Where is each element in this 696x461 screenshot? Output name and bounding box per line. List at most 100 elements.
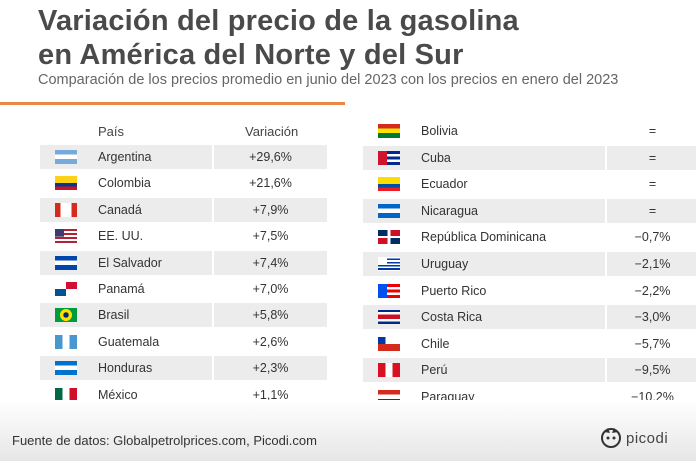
table-row: Perú −9,5% xyxy=(363,358,696,383)
table-row: Argentina +29,6% xyxy=(40,145,327,169)
flag-cell xyxy=(363,332,415,356)
brazil-flag-icon xyxy=(55,308,77,323)
country-name: Uruguay xyxy=(415,252,605,276)
variation-value: −9,5% xyxy=(605,358,696,383)
country-name: Brasil xyxy=(92,303,212,328)
table-row: Cuba = xyxy=(363,145,696,170)
bolivia-flag-icon xyxy=(378,124,400,138)
column-header-country: País xyxy=(98,124,125,139)
country-name: Canadá xyxy=(92,197,212,222)
variation-value: +21,6% xyxy=(212,171,327,196)
flag-cell xyxy=(363,198,415,223)
picodi-mascot-icon xyxy=(601,428,621,448)
flag-cell xyxy=(363,358,415,383)
country-name: EE. UU. xyxy=(98,229,144,244)
costa-rica-flag-icon xyxy=(378,310,400,325)
footer xyxy=(0,400,696,461)
honduras-flag-icon xyxy=(55,361,77,376)
variation-value: +7,9% xyxy=(212,197,327,222)
flag-cell xyxy=(40,303,92,328)
ecuador-flag-icon xyxy=(378,177,400,192)
flag-cell xyxy=(40,356,92,381)
country-name: Colombia xyxy=(98,176,151,191)
column-header-variation: Variación xyxy=(245,124,299,139)
country-name: Costa Rica xyxy=(415,305,605,330)
flag-cell xyxy=(40,145,92,169)
table-row: República Dominicana −0,7% xyxy=(363,225,696,250)
country-name: República Dominicana xyxy=(421,230,547,245)
el-salvador-flag-icon xyxy=(55,255,77,270)
table-row: Ecuador = xyxy=(363,172,696,197)
flag-cell xyxy=(363,145,415,170)
dominican-republic-flag-icon xyxy=(378,230,400,245)
title-line-2: en América del Norte y del Sur xyxy=(38,39,464,71)
flag-cell xyxy=(363,225,415,249)
flag-cell xyxy=(363,172,415,196)
variation-value: = xyxy=(605,119,696,143)
variation-value: +2,6% xyxy=(212,329,327,354)
table-row: El Salvador +7,4% xyxy=(40,250,327,275)
accent-divider xyxy=(0,102,345,105)
variation-value: +5,8% xyxy=(212,303,327,328)
chile-flag-icon xyxy=(378,336,400,351)
table-row: Costa Rica −3,0% xyxy=(363,305,696,330)
variation-value: +7,0% xyxy=(212,277,327,301)
flag-cell xyxy=(40,171,92,195)
variation-value: −0,7% xyxy=(605,225,696,250)
subtitle: Comparación de los precios promedio en j… xyxy=(38,72,619,88)
flag-cell xyxy=(363,305,415,330)
variation-value: −2,2% xyxy=(605,278,696,303)
variation-value: +2,3% xyxy=(212,356,327,381)
variation-value: −3,0% xyxy=(605,305,696,330)
country-name: Bolivia xyxy=(421,124,458,138)
puerto-rico-flag-icon xyxy=(378,283,400,298)
guatemala-flag-icon xyxy=(55,334,77,349)
flag-cell xyxy=(40,250,92,275)
logo-text: picodi xyxy=(626,429,669,447)
variation-value: +1,1% xyxy=(212,382,327,407)
country-name: Guatemala xyxy=(98,334,160,349)
panama-flag-icon xyxy=(55,282,77,296)
cuba-flag-icon xyxy=(378,150,400,165)
canada-flag-icon xyxy=(55,202,77,217)
table-row: Honduras +2,3% xyxy=(40,356,327,381)
variation-value: +7,4% xyxy=(212,250,327,275)
variation-value: = xyxy=(605,172,696,197)
country-name: Cuba xyxy=(415,145,605,170)
peru-flag-icon xyxy=(378,363,400,378)
usa-flag-icon xyxy=(55,229,77,244)
table-row: Chile −5,7% xyxy=(363,331,696,356)
nicaragua-flag-icon xyxy=(378,203,400,218)
country-name: Ecuador xyxy=(421,177,468,192)
country-name: México xyxy=(98,387,138,402)
mexico-flag-icon xyxy=(55,387,77,402)
uruguay-flag-icon xyxy=(378,257,400,271)
table-row: México +1,1% xyxy=(40,382,327,407)
flag-cell xyxy=(40,383,92,407)
country-name: Panamá xyxy=(98,282,145,296)
table-row: Panamá +7,0% xyxy=(40,277,327,301)
flag-cell xyxy=(40,277,92,301)
page-title: Variación del precio de la gasolina en A… xyxy=(38,4,519,72)
flag-cell xyxy=(40,224,92,248)
table-row: Uruguay −2,1% xyxy=(363,252,696,276)
variation-value: −2,1% xyxy=(605,252,696,276)
flag-cell xyxy=(363,279,415,303)
table-row: Puerto Rico −2,2% xyxy=(363,278,696,303)
table-row: EE. UU. +7,5% xyxy=(40,224,327,249)
flag-cell xyxy=(40,197,92,222)
table-row: Canadá +7,9% xyxy=(40,197,327,222)
table-row: Bolivia = xyxy=(363,119,696,143)
colombia-flag-icon xyxy=(55,176,77,191)
table-row: Brasil +5,8% xyxy=(40,303,327,328)
argentina-flag-icon xyxy=(55,150,77,164)
flag-cell xyxy=(40,330,92,354)
variation-value: +7,5% xyxy=(212,224,327,249)
flag-cell xyxy=(363,252,415,276)
variation-value: −5,7% xyxy=(605,331,696,356)
country-name: Nicaragua xyxy=(415,198,605,223)
picodi-logo: picodi xyxy=(600,426,668,450)
table-row: Guatemala +2,6% xyxy=(40,329,327,354)
data-source: Fuente de datos: Globalpetrolprices.com,… xyxy=(12,433,317,448)
variation-value: = xyxy=(605,145,696,170)
